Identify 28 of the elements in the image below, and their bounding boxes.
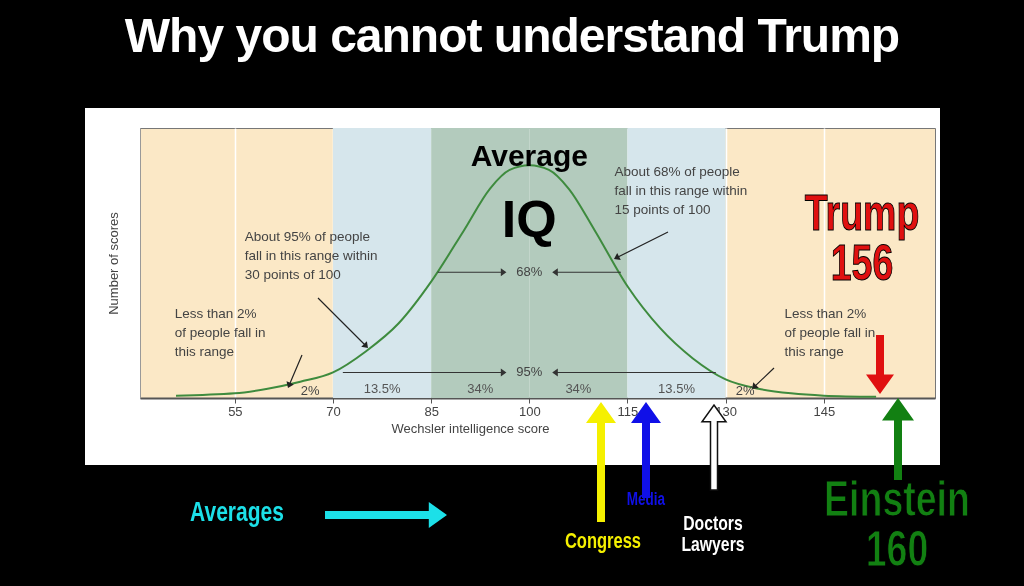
- x-tick-label: 55: [228, 403, 243, 419]
- x-tick-label: 145: [813, 403, 836, 419]
- chart-title: Why you cannot understand Trump: [123, 8, 901, 63]
- annotation: Average: [470, 138, 588, 172]
- band-label: 34%: [565, 381, 592, 396]
- annotation: 2%: [735, 383, 756, 399]
- x-tick-label: 70: [326, 403, 341, 419]
- x-tick-label: 85: [424, 403, 439, 419]
- y-axis-title: Number of scores: [105, 211, 121, 315]
- text: Einstein 160: [824, 471, 970, 577]
- band-label: 34%: [467, 381, 494, 396]
- annotation: IQ: [501, 189, 557, 248]
- annotation: Less than 2% of people fall in this range: [784, 306, 876, 360]
- band-label: 13.5%: [363, 381, 401, 396]
- text: Doctors Lawyers: [681, 511, 745, 555]
- annotation: Less than 2% of people fall in this range: [174, 306, 266, 360]
- annotation: 68%: [516, 264, 543, 280]
- annotation: About 68% of people fall in this range within 15 points of 100: [614, 164, 748, 218]
- annotation: Trump 156: [804, 185, 920, 291]
- x-tick-label: 100: [518, 403, 541, 419]
- annotation: 2%: [300, 383, 320, 399]
- text: Averages: [190, 496, 284, 527]
- annotation: About 95% of people fall in this range within 30 points of 100: [244, 229, 378, 283]
- band-label: 13.5%: [658, 381, 696, 396]
- x-tick-label: 115: [617, 403, 639, 419]
- text: Congress: [564, 528, 642, 553]
- annotation: 95%: [516, 364, 543, 380]
- x-axis-title: Wechsler intelligence score: [391, 420, 550, 436]
